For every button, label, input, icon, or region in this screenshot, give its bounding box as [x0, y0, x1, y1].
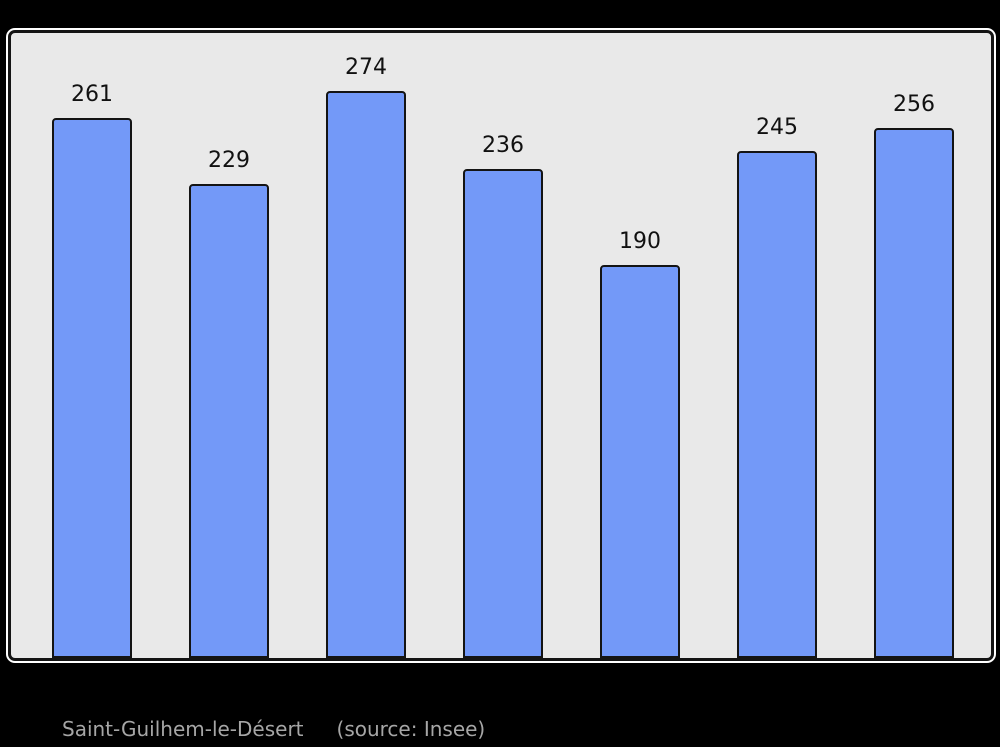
bar [52, 118, 132, 658]
bar [326, 91, 406, 658]
plot-area: 261 229 274 236 190 245 256 [11, 33, 991, 658]
chart-caption: Saint-Guilhem-le-Désert (source: Insee) [62, 718, 485, 740]
bar-group: 236 [463, 133, 543, 658]
bar-group: 261 [52, 82, 132, 658]
bar-value-label: 229 [208, 147, 250, 173]
bar-value-label: 256 [893, 91, 935, 117]
caption-source: (source: Insee) [336, 717, 486, 741]
bar [737, 151, 817, 658]
bar-chart: 261 229 274 236 190 245 256 [8, 30, 994, 661]
bar-group: 274 [326, 55, 406, 658]
bar-value-label: 245 [756, 114, 798, 140]
caption-location: Saint-Guilhem-le-Désert [62, 717, 304, 741]
bar [463, 169, 543, 658]
bar-group: 256 [874, 92, 954, 658]
bar-group: 190 [600, 229, 680, 658]
bar-value-label: 190 [619, 228, 661, 254]
bar-value-label: 261 [71, 81, 113, 107]
bar-value-label: 274 [345, 54, 387, 80]
bar-group: 229 [189, 148, 269, 658]
bar-group: 245 [737, 115, 817, 658]
bar [189, 184, 269, 658]
bar-value-label: 236 [482, 132, 524, 158]
bar [600, 265, 680, 658]
bar [874, 128, 954, 658]
